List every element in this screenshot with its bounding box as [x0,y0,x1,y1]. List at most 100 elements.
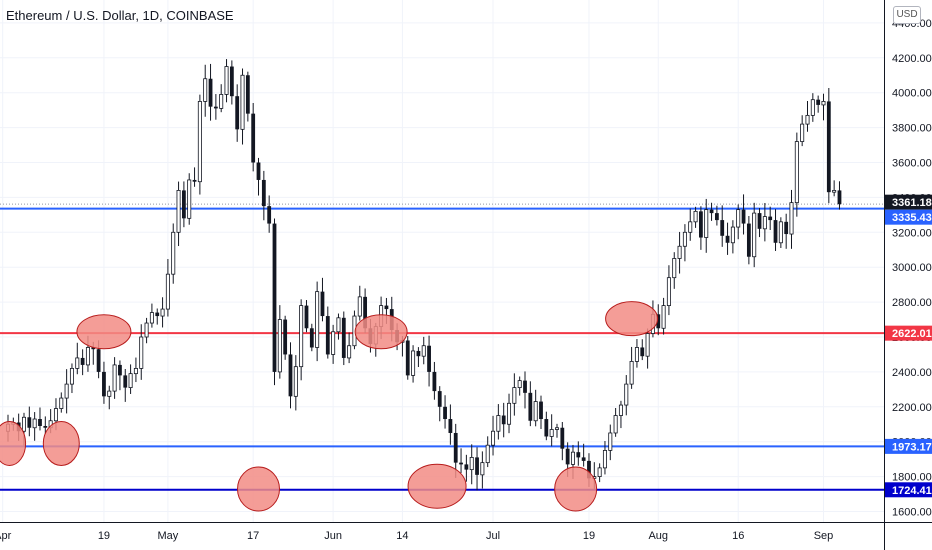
candle-down [581,457,586,461]
candle-down [453,432,458,463]
candle-down [208,78,213,107]
x-tick-label: Jun [324,530,342,542]
candle-up [810,99,815,116]
candle-up [677,245,682,259]
price-label-box [885,194,932,210]
candle-up [832,190,837,193]
candle-down [272,223,277,372]
candle-up [704,209,709,238]
candle-up [821,101,826,106]
candle-up [672,258,677,279]
candle-up [331,331,336,355]
candle-down [91,347,96,350]
candle-up [533,401,538,422]
candle-up [645,333,650,357]
highlight-ellipse [354,314,408,350]
candle-up [64,383,69,399]
candle-up [112,364,117,392]
candle-down [837,190,842,205]
candle-up [618,404,623,416]
candle-down [80,357,85,365]
candle-up [315,291,320,348]
candle-down [757,213,762,229]
candle-up [347,345,352,359]
x-tick-label: May [158,530,179,542]
candle-down [565,448,570,465]
candle-down [192,179,197,182]
candle-up [69,368,74,385]
candle-up [517,380,522,389]
candle-up [512,387,517,404]
price-label: 1973.17 [892,441,932,453]
chart-title: Ethereum / U.S. Dollar, 1D, COINBASE [6,8,234,23]
candle-down [427,345,431,372]
candle-up [480,462,485,476]
candle-up [277,319,282,373]
candle-up [21,416,26,432]
candle-down [256,162,261,180]
candle-down [229,66,234,97]
candle-up [736,209,741,228]
candle-down [448,419,453,433]
currency-button[interactable]: USD [893,6,921,24]
candle-down [544,419,549,437]
x-tick-label: Aug [648,530,668,542]
candle-down [416,350,421,357]
x-tick-label: 19 [98,530,110,542]
price-label-box [885,438,932,454]
candle-down [261,179,266,207]
candle-down [725,235,730,243]
candle-down [699,211,703,238]
candle-up [554,427,559,430]
candle-up [203,78,208,102]
candle-up [176,190,181,233]
highlight-ellipse [237,466,281,512]
y-tick-label: 3800.00 [892,123,932,135]
candle-down [96,349,101,372]
candle-up [197,101,202,183]
candle-up [32,418,37,429]
candle-down [523,380,527,393]
candle-down [720,220,725,236]
candle-down [437,391,442,407]
candle-down [432,371,437,392]
candle-up [682,231,687,247]
candle-up [107,390,112,397]
candle-down [155,312,160,317]
candle-down [213,106,218,109]
candle-down [746,223,751,257]
candle-up [85,347,90,366]
highlight-ellipse [407,463,467,509]
price-label: 3361.18 [892,197,932,209]
candle-down [181,190,186,219]
candle-down [587,460,591,479]
x-tick-label: 14 [396,530,408,542]
candle-up [570,451,575,465]
candle-down [464,464,469,470]
candle-up [597,467,602,478]
candle-down [245,75,250,114]
candle-up [171,231,176,275]
candle-down [288,354,293,397]
candle-up [421,345,426,357]
candle-down [43,425,48,428]
candle-down [283,319,288,355]
candle-down [714,213,719,221]
candle-up [762,216,767,230]
candle-down [656,314,661,329]
candle-up [491,430,496,446]
candle-up [357,296,362,317]
highlight-ellipse [554,466,598,512]
highlight-ellipse [605,301,659,337]
candle-up [160,308,165,317]
y-tick-label: 2400.00 [892,367,932,379]
candle-down [363,296,368,329]
candle-up [730,226,735,244]
candle-up [469,457,474,471]
x-tick-label: 19 [583,530,595,542]
candle-up [794,141,799,204]
candle-up [624,383,629,406]
x-tick-label: Sep [814,530,834,542]
candle-down [640,347,645,357]
